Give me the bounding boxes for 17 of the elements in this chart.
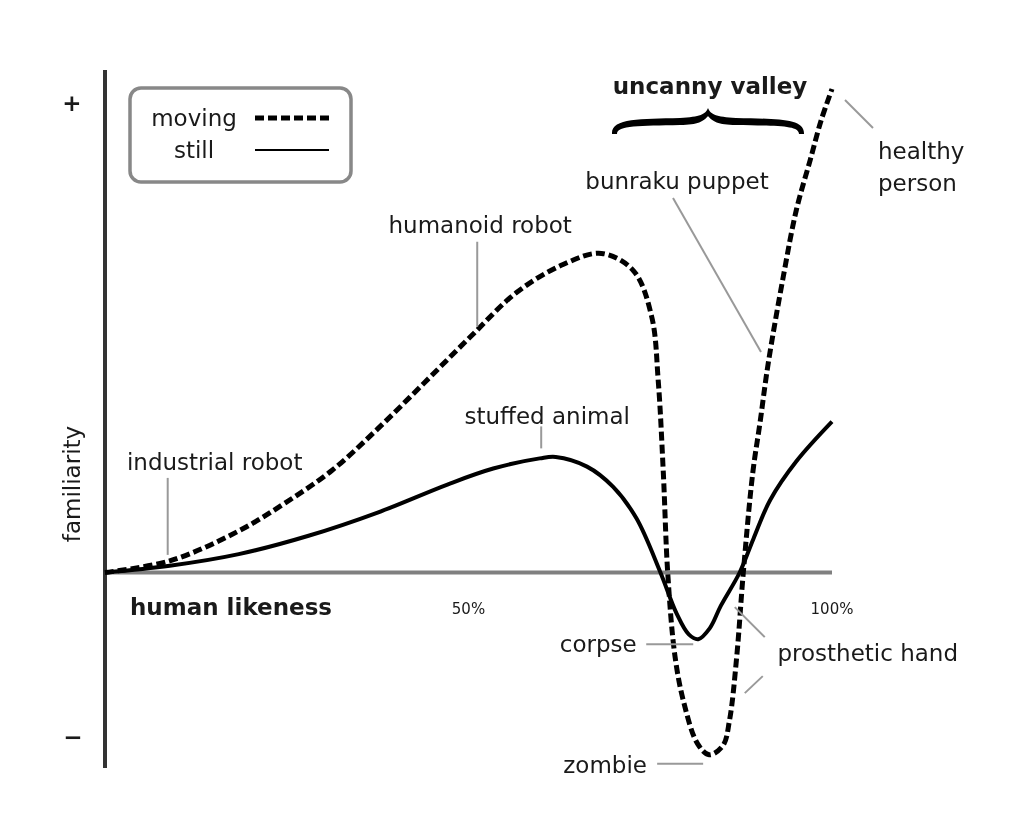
legend-label: still xyxy=(173,137,215,163)
annotation: stuffed animal xyxy=(464,403,630,430)
annotation: zombie xyxy=(563,751,647,778)
annotation: corpse xyxy=(559,631,637,658)
annotation: bunraku puppet xyxy=(585,168,769,194)
x-axis-title: human likeness xyxy=(130,593,333,620)
x-tick-label: 100% xyxy=(810,599,854,618)
x-tick-label: 50% xyxy=(451,599,486,618)
annotation: industrial robot xyxy=(126,448,303,475)
text: + xyxy=(62,90,82,116)
annotation: healthy person xyxy=(878,138,965,196)
y-axis-title: familiarity xyxy=(59,425,85,543)
legend-label: moving xyxy=(151,105,237,131)
annotation: uncanny valley xyxy=(612,73,808,99)
annotation: humanoid robot xyxy=(388,211,572,238)
text: − xyxy=(63,724,83,750)
annotation: prosthetic hand xyxy=(777,640,959,667)
